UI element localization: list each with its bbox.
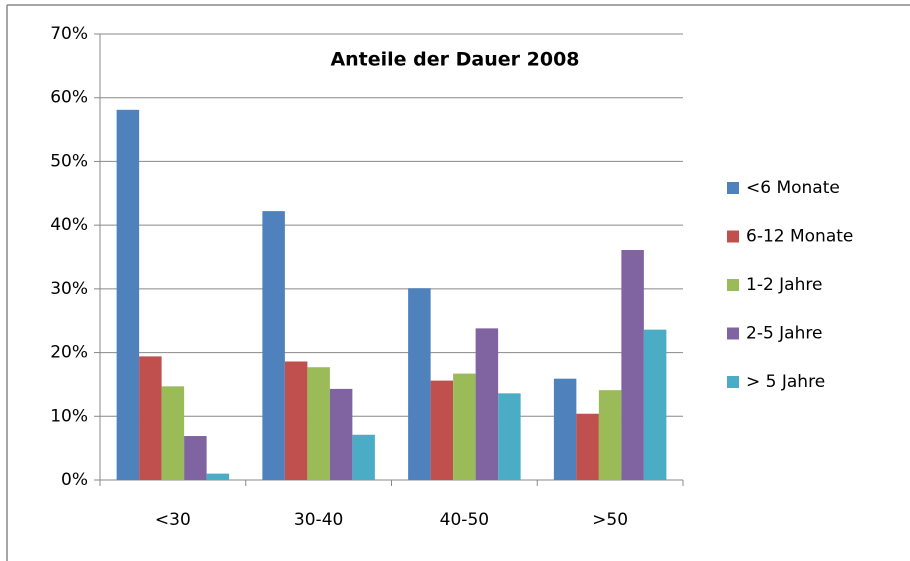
bar (453, 373, 476, 480)
bar (329, 388, 353, 480)
bar (184, 436, 207, 480)
bar (576, 413, 599, 480)
legend-swatch (727, 230, 739, 243)
x-tick-label: 30-40 (294, 510, 343, 530)
chart-title: Anteile der Dauer 2008 (330, 49, 579, 71)
x-tick-label: <30 (155, 510, 191, 530)
legend-swatch (727, 327, 739, 340)
legend-swatch (727, 182, 739, 194)
legend-swatch (727, 376, 739, 388)
bar (408, 288, 431, 480)
y-tick-label: 20% (50, 343, 88, 363)
legend-label: 2-5 Jahre (746, 324, 822, 344)
y-tick-label: 70% (50, 24, 88, 44)
y-tick-label: 40% (50, 215, 88, 235)
y-tick-label: 30% (50, 279, 88, 299)
bar (643, 329, 667, 480)
y-tick-label: 60% (50, 88, 88, 108)
x-tick-label: >50 (592, 510, 628, 530)
legend-label: <6 Monate (746, 178, 840, 198)
bar (307, 367, 330, 480)
bar (206, 473, 230, 480)
bar (284, 361, 308, 480)
bar (262, 211, 285, 480)
legend-label: 6-12 Monate (746, 227, 853, 247)
bar (598, 390, 622, 480)
bar (553, 378, 577, 480)
bar (116, 109, 140, 480)
bar (161, 386, 185, 480)
legend-label: 1-2 Jahre (746, 275, 822, 295)
bar (430, 380, 454, 480)
y-tick-label: 10% (50, 406, 88, 426)
y-tick-label: 0% (61, 470, 88, 490)
bar (475, 328, 499, 480)
legend-swatch (727, 279, 739, 291)
bar (352, 434, 375, 480)
bar (498, 393, 521, 480)
y-tick-label: 50% (50, 151, 88, 171)
legend-label: > 5 Jahre (746, 372, 825, 392)
bar (139, 356, 162, 480)
bar (621, 249, 644, 480)
x-tick-label: 40-50 (440, 510, 489, 530)
